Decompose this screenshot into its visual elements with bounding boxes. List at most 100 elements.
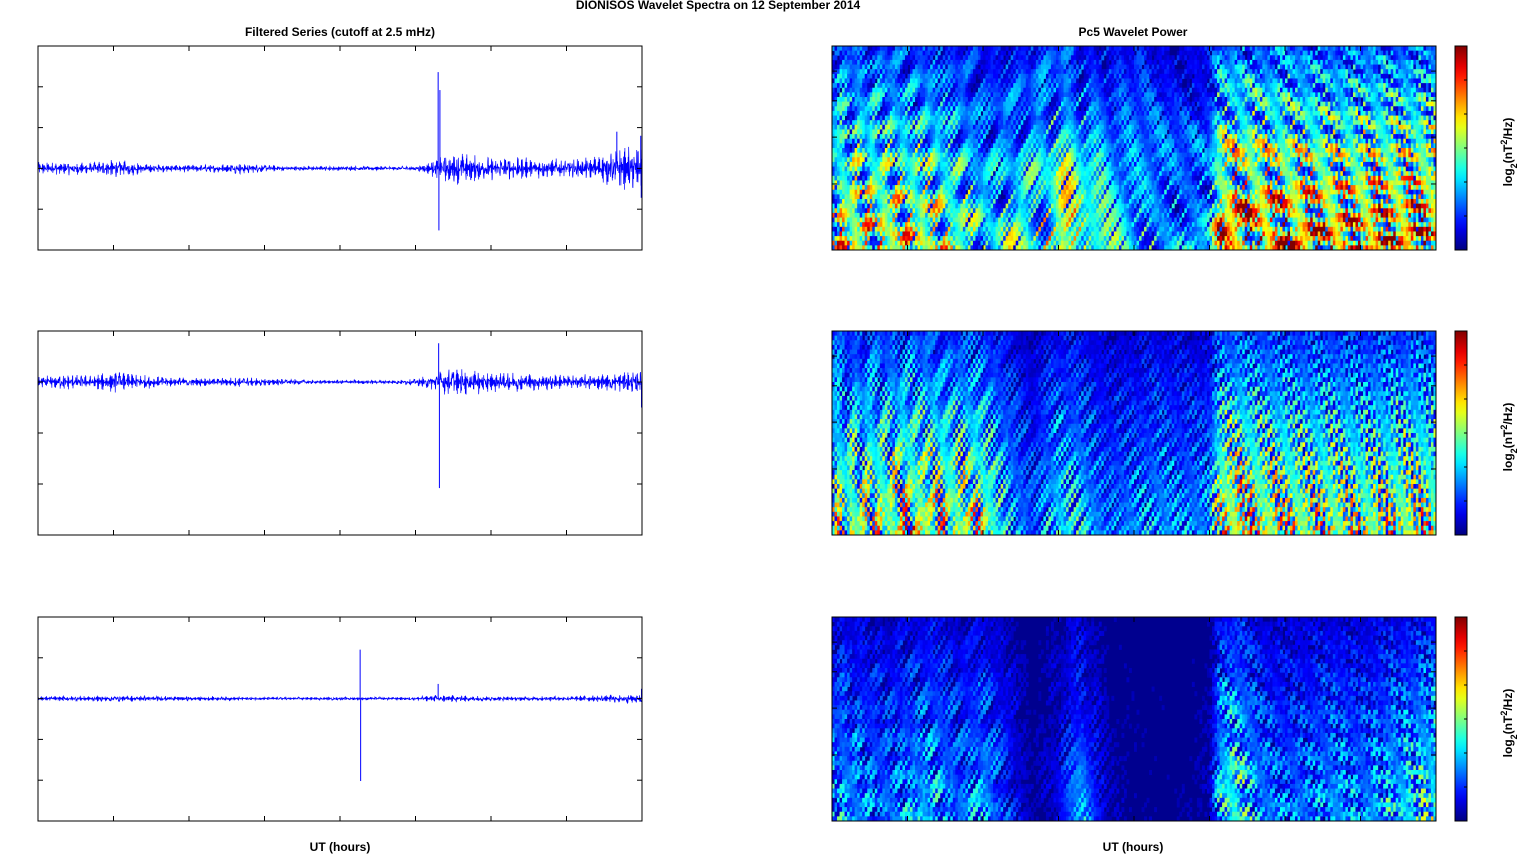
- wavelet-cell: [852, 236, 856, 242]
- wavelet-cell: [1040, 73, 1044, 79]
- wavelet-cell: [972, 148, 976, 154]
- wavelet-cell: [983, 55, 986, 61]
- wavelet-cell: [952, 236, 956, 242]
- wavelet-cell: [1030, 50, 1034, 56]
- wavelet-cell: [1093, 199, 1097, 205]
- wavelet-cell: [889, 78, 893, 84]
- wavelet-cell: [947, 245, 951, 251]
- wavelet-cell: [975, 143, 979, 149]
- wavelet-cell: [1076, 124, 1080, 130]
- wavelet-cell: [1106, 217, 1110, 223]
- wavelet-cell: [960, 110, 964, 116]
- wavelet-cell: [1035, 203, 1039, 209]
- wavelet-cell: [960, 236, 964, 242]
- wavelet-cell: [1025, 236, 1029, 242]
- wavelet-cell: [922, 78, 926, 84]
- wavelet-cell: [1071, 240, 1074, 246]
- wavelet-cell: [857, 180, 861, 186]
- wavelet-cell: [1096, 180, 1100, 186]
- wavelet-cell: [907, 222, 911, 228]
- wavelet-cell: [887, 97, 891, 103]
- wavelet-cell: [839, 110, 843, 116]
- wavelet-cell: [864, 166, 868, 172]
- wavelet-cell: [859, 138, 863, 144]
- wavelet-cell: [832, 138, 835, 144]
- wavelet-cell: [1015, 73, 1019, 79]
- wavelet-cell: [862, 115, 866, 121]
- wavelet-cell: [930, 143, 934, 149]
- wavelet-cell: [983, 69, 986, 75]
- wavelet-cell: [1048, 59, 1052, 65]
- wavelet-cell: [910, 87, 913, 93]
- wavelet-cell: [1048, 120, 1052, 126]
- wavelet-cell: [975, 161, 979, 167]
- wavelet-cell: [857, 148, 861, 154]
- wavelet-cell: [1033, 212, 1037, 218]
- wavelet-cell: [889, 152, 893, 158]
- wavelet-cell: [1068, 120, 1072, 126]
- wavelet-cell: [1050, 171, 1054, 177]
- wavelet-cell: [1063, 46, 1067, 52]
- wavelet-cell: [849, 134, 853, 140]
- wavelet-cell: [1043, 245, 1047, 251]
- wavelet-cell: [920, 157, 923, 163]
- wavelet-cell: [930, 78, 934, 84]
- wavelet-cell: [862, 166, 866, 172]
- wavelet-cell: [1086, 78, 1090, 84]
- wavelet-cell: [1003, 124, 1007, 130]
- wavelet-cell: [993, 120, 996, 126]
- wavelet-cell: [1055, 115, 1059, 121]
- wavelet-cell: [993, 203, 996, 209]
- wavelet-cell: [859, 175, 863, 181]
- wavelet-cell: [972, 180, 976, 186]
- wavelet-cell: [1055, 245, 1059, 251]
- wavelet-cell: [915, 124, 918, 130]
- wavelet-cell: [935, 152, 939, 158]
- wavelet-cell: [1066, 106, 1069, 112]
- wavelet-cell: [910, 124, 913, 130]
- wavelet-cell: [834, 97, 838, 103]
- wavelet-cell: [925, 226, 929, 232]
- wavelet-cell: [1073, 64, 1077, 70]
- wavelet-cell: [842, 161, 845, 167]
- wavelet-cell: [942, 115, 946, 121]
- wavelet-cell: [874, 203, 878, 209]
- wavelet-cell: [1068, 212, 1072, 218]
- wavelet-cell: [857, 115, 861, 121]
- wavelet-cell: [887, 46, 891, 52]
- wavelet-cell: [879, 97, 883, 103]
- wavelet-cell: [1053, 226, 1057, 232]
- wavelet-cell: [854, 69, 858, 75]
- wavelet-cell: [935, 69, 939, 75]
- wavelet-cell: [1020, 120, 1024, 126]
- wavelet-cell: [955, 106, 959, 112]
- wavelet-cell: [887, 189, 891, 195]
- wavelet-cell: [867, 217, 871, 223]
- wavelet-cell: [1086, 226, 1090, 232]
- wavelet-cell: [1038, 240, 1042, 246]
- wavelet-cell: [852, 64, 856, 70]
- wavelet-cell: [902, 185, 906, 191]
- wavelet-cell: [907, 180, 911, 186]
- wavelet-cell: [1020, 180, 1024, 186]
- wavelet-cell: [1050, 106, 1054, 112]
- wavelet-cell: [1086, 185, 1090, 191]
- wavelet-cell: [1106, 78, 1110, 84]
- wavelet-cell: [1048, 83, 1052, 89]
- wavelet-cell: [1083, 236, 1087, 242]
- wavelet-cell: [902, 222, 906, 228]
- wavelet-cell: [965, 92, 969, 98]
- wavelet-cell: [1025, 46, 1029, 52]
- wavelet-cell: [1045, 124, 1049, 130]
- wavelet-cell: [1078, 55, 1082, 61]
- wavelet-cell: [955, 217, 959, 223]
- wavelet-cell: [902, 78, 906, 84]
- wavelet-cell: [1025, 106, 1029, 112]
- wavelet-cell: [927, 138, 931, 144]
- wavelet-cell: [977, 203, 981, 209]
- wavelet-cell: [1018, 55, 1022, 61]
- wavelet-cell: [884, 83, 888, 89]
- wavelet-cell: [1025, 101, 1029, 107]
- wavelet-cell: [882, 222, 886, 228]
- wavelet-cell: [1066, 161, 1069, 167]
